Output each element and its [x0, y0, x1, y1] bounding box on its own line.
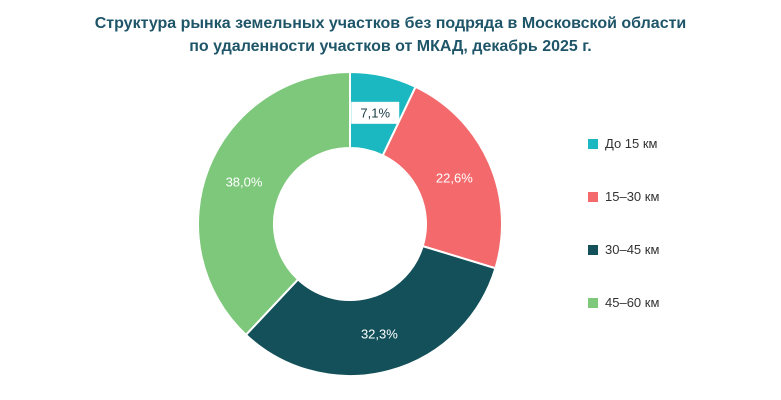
legend-label: До 15 км	[605, 136, 658, 151]
donut-slice-2	[381, 85, 503, 270]
slice-label-3: 32,3%	[361, 327, 398, 342]
slice-label-4: 38,0%	[226, 175, 263, 190]
legend-item-2: 15–30 км	[588, 189, 659, 204]
donut-slice-3	[244, 244, 497, 377]
slice-label-2: 22,6%	[436, 171, 473, 186]
chart-legend: До 15 км 15–30 км 30–45 км 45–60 км	[588, 136, 659, 310]
legend-marker-icon	[588, 297, 598, 308]
legend-label: 15–30 км	[605, 189, 660, 204]
legend-label: 45–60 км	[605, 295, 660, 310]
legend-label: 30–45 км	[605, 242, 660, 257]
slice-label-bg	[351, 101, 400, 124]
legend-item-1: До 15 км	[588, 136, 659, 151]
donut-slice-4	[197, 70, 351, 337]
slice-label-1: 7,1%	[360, 105, 390, 120]
legend-item-4: 45–60 км	[588, 295, 659, 310]
donut-chart-wrap: 7,1% 22,6% 32,3% 38,0%	[190, 64, 510, 389]
donut-chart: 7,1% 22,6% 32,3% 38,0%	[197, 70, 503, 377]
legend-marker-icon	[588, 138, 598, 149]
chart-title: Структура рынка земельных участков без п…	[94, 15, 687, 56]
legend-marker-icon	[588, 244, 598, 255]
legend-item-3: 30–45 км	[588, 242, 659, 257]
legend-marker-icon	[588, 191, 598, 202]
